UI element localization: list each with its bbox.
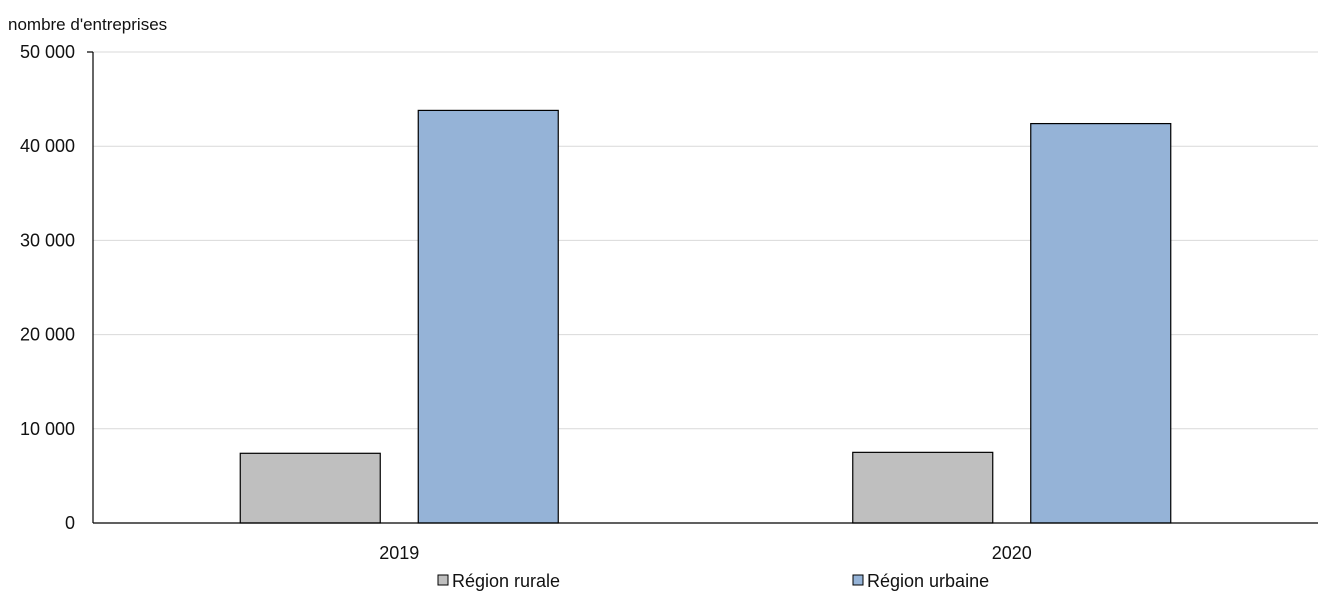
y-tick-label: 30 000 <box>20 230 75 250</box>
y-tick-label: 20 000 <box>20 325 75 345</box>
x-tick-label-2019: 2019 <box>379 543 419 563</box>
legend: Région rurale Région urbaine <box>437 571 989 591</box>
y-tick-label: 0 <box>65 513 75 533</box>
legend-swatch-urbaine <box>852 574 864 586</box>
x-axis-tick-labels: 2019 2020 <box>379 543 1032 563</box>
y-axis-unit-label: nombre d'entreprises <box>8 15 167 34</box>
bar-rurale-2019 <box>239 452 381 524</box>
y-tick-label: 10 000 <box>20 419 75 439</box>
x-tick-label-2020: 2020 <box>992 543 1032 563</box>
legend-label-urbaine: Région urbaine <box>867 571 989 591</box>
y-tick-label: 50 000 <box>20 42 75 62</box>
bar-urbaine-2020 <box>1030 122 1172 524</box>
y-tick-label: 40 000 <box>20 136 75 156</box>
axes <box>87 51 1318 524</box>
y-axis-tick-labels: 0 10 000 20 000 30 000 40 000 50 000 <box>20 42 75 533</box>
legend-label-rurale: Région rurale <box>452 571 560 591</box>
bar-rurale-2020 <box>852 451 994 524</box>
legend-swatch-rurale <box>437 574 449 586</box>
bars <box>239 109 1172 524</box>
bar-urbaine-2019 <box>417 109 559 524</box>
